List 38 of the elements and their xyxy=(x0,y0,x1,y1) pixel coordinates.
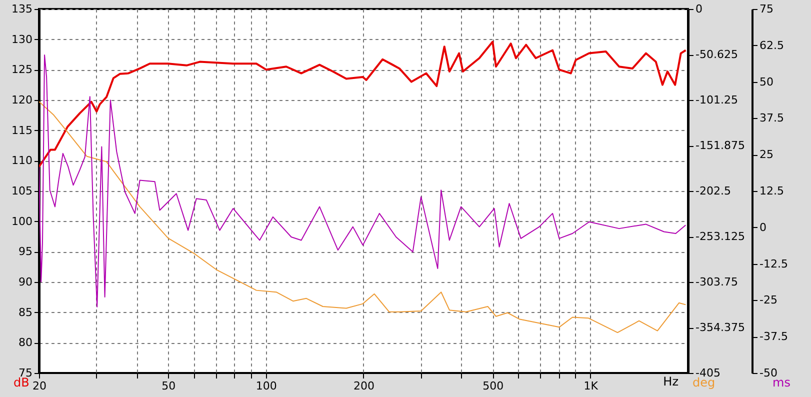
y2-tick-label: -303.75 xyxy=(696,276,738,288)
y3-tick-label: 62.5 xyxy=(760,38,784,52)
y3-tick-label: -37.5 xyxy=(760,330,788,344)
x-tick-label: 20 xyxy=(32,380,46,392)
y-tick-label: 80 xyxy=(18,336,32,350)
y3-tick-label: 0 xyxy=(760,220,766,234)
y3-tick-label: -25 xyxy=(760,294,778,307)
y2-tick-label: -354.375 xyxy=(696,321,745,334)
x-tick-label: 1K xyxy=(584,380,599,392)
y-tick-label: 105 xyxy=(12,184,32,198)
y-tick-label: 110 xyxy=(12,154,32,168)
y2-tick-label: 0 xyxy=(696,2,702,16)
y-tick-label: 95 xyxy=(18,245,32,258)
y3-tick-label: 50 xyxy=(760,75,774,88)
x-tick-label: 100 xyxy=(256,380,277,392)
y-axis-title: dB xyxy=(14,376,30,390)
y3-tick-label: 25 xyxy=(760,148,774,162)
x-axis-title: Hz xyxy=(663,374,678,388)
x-tick-label: 200 xyxy=(354,380,374,392)
y-tick-label: 125 xyxy=(12,63,32,76)
y-tick-label: 115 xyxy=(12,124,32,137)
x-tick-label: 500 xyxy=(482,380,504,392)
y2-tick-label: -202.5 xyxy=(696,184,731,198)
y2-tick-label: -253.125 xyxy=(696,230,745,243)
y-tick-label: 90 xyxy=(18,276,32,288)
y-tick-label: 100 xyxy=(12,214,32,228)
y3-tick-label: 37.5 xyxy=(760,112,784,125)
y-tick-label: 130 xyxy=(12,32,32,46)
y-tick-label: 135 xyxy=(12,2,32,16)
y-tick-label: 120 xyxy=(12,94,32,106)
y-tick-label: 85 xyxy=(18,306,32,319)
y2-tick-label: -101.25 xyxy=(696,94,738,106)
y2-tick-label: -50.625 xyxy=(696,48,738,61)
y3-tick-label: 12.5 xyxy=(760,184,784,198)
y2-tick-label: -151.875 xyxy=(696,139,745,152)
y3-tick-label: -12.5 xyxy=(760,257,788,270)
y3-tick-label: 75 xyxy=(760,2,774,16)
x-tick-label: 50 xyxy=(162,380,176,392)
